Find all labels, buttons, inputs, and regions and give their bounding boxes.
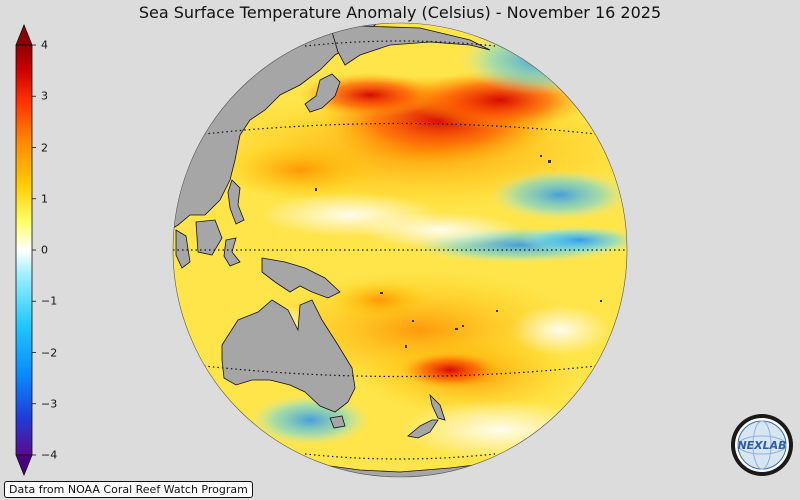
- sulawesi-landmass: [223, 237, 241, 267]
- japan-landmass: [304, 73, 341, 113]
- colorbar: [15, 23, 36, 477]
- colorbar-tick-label: −3: [41, 397, 58, 411]
- borneo-landmass: [195, 219, 223, 256]
- colorbar-min-arrow: [15, 454, 33, 477]
- new-zealand-landmass: [407, 393, 446, 439]
- australia-landmass: [221, 299, 356, 413]
- north-landmass: [329, 24, 491, 66]
- new-guinea-landmass: [261, 257, 341, 299]
- pacific-islands: [315, 155, 602, 348]
- globe-outline: [172, 22, 628, 478]
- colorbar-tick-label: 0: [41, 243, 48, 257]
- logo-text: NEXLAB: [737, 439, 786, 452]
- philippines-landmass: [227, 179, 245, 225]
- nexlab-logo-icon[interactable]: NEXLAB: [730, 413, 794, 477]
- tasmania-landmass: [329, 415, 346, 429]
- colorbar-tick-label: 1: [41, 192, 48, 206]
- colorbar-tick-label: 4: [41, 38, 48, 52]
- sumatra-landmass: [175, 229, 191, 269]
- map-title: Sea Surface Temperature Anomaly (Celsius…: [138, 3, 662, 22]
- data-source-label: Data from NOAA Coral Reef Watch Program: [4, 481, 253, 498]
- latitude-lines: [173, 40, 627, 460]
- colorbar-tick-label: 2: [41, 141, 48, 154]
- colorbar-tick-label: −1: [41, 294, 58, 308]
- colorbar-tick-label: −4: [41, 448, 58, 462]
- colorbar-tick-label: −2: [41, 346, 58, 359]
- ocean-anomaly-field: [173, 23, 627, 477]
- colorbar-tick-label: 3: [41, 89, 48, 103]
